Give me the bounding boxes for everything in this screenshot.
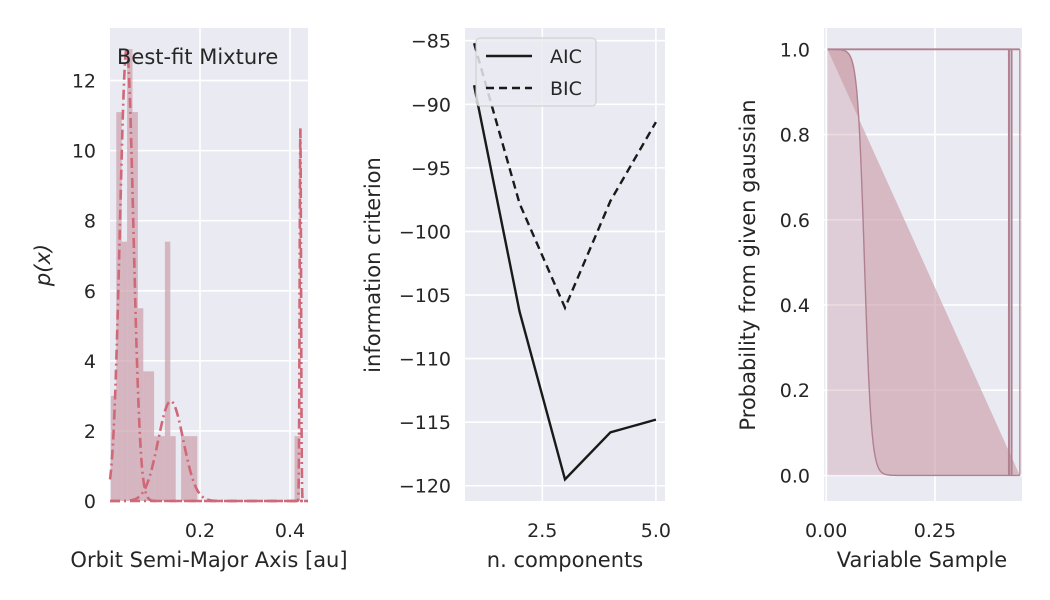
histogram-bar	[294, 436, 300, 501]
histogram-bar	[116, 112, 122, 501]
panel-information-criterion: 2.5 5.0 −85 −90 −95 −100 −105 −110 −115 −120 AIC…	[361, 28, 671, 572]
y-tick-label: 0.0	[780, 465, 810, 487]
series-line-aic	[472, 84, 657, 482]
y-tick-label: 0.4	[780, 295, 810, 317]
histogram-bar	[191, 436, 198, 501]
panel-1-y-ticks: 0 2 4 6 8 10 12	[72, 71, 96, 513]
panel-1-x-axis-label: Orbit Semi-Major Axis [au]	[70, 548, 347, 572]
y-tick-label: −110	[399, 349, 451, 371]
panel-2-series-lines	[472, 42, 657, 482]
probability-area-1	[827, 49, 1020, 476]
y-tick-label: 6	[84, 281, 96, 303]
histogram-bar	[148, 371, 155, 501]
histogram-bar	[127, 49, 133, 502]
histogram-bar	[137, 308, 144, 501]
x-tick-label: 5.0	[641, 520, 671, 542]
component-curve	[110, 128, 308, 503]
panel-1-x-ticks: 0.2 0.4	[185, 520, 305, 542]
x-tick-label: 0.00	[805, 520, 847, 542]
y-tick-label: 2	[84, 421, 96, 443]
x-tick-label: 0.4	[275, 520, 305, 542]
y-tick-label: 12	[72, 71, 96, 93]
probability-curve	[827, 48, 1020, 477]
panel-3-x-ticks: 0.00 0.25	[805, 520, 956, 542]
panel-2-x-axis-label: n. components	[487, 548, 643, 572]
histogram-bar	[121, 241, 128, 501]
histogram-bar	[154, 436, 160, 501]
y-tick-label: 0.8	[780, 125, 810, 147]
panel-1-component-curves	[108, 46, 308, 503]
probability-area-2	[827, 49, 1020, 476]
y-tick-label: 8	[84, 211, 96, 233]
legend-aic-label: AIC	[550, 46, 582, 68]
y-tick-label: −105	[399, 285, 451, 307]
panel-2-y-axis-label: information criterion	[361, 157, 385, 373]
legend-bic-label: BIC	[550, 78, 582, 100]
x-tick-label: 0.2	[185, 520, 215, 542]
panel-2-y-ticks: −85 −90 −95 −100 −105 −110 −115 −120	[399, 31, 451, 498]
panel-mixture: 0.2 0.4 0 2 4 6 8 10 12 Best-fit Mixture Orbit …	[31, 28, 348, 572]
y-tick-label: 0.6	[780, 210, 810, 232]
y-tick-label: −100	[399, 221, 451, 243]
histogram-bar	[159, 436, 165, 501]
histogram-bar	[170, 436, 176, 501]
x-tick-label: 2.5	[527, 520, 557, 542]
y-tick-label: −115	[399, 412, 451, 434]
panel-3-y-ticks: 0.0 0.2 0.4 0.6 0.8 1.0	[780, 39, 810, 487]
histogram-bar	[110, 395, 117, 501]
y-tick-label: 0.2	[780, 380, 810, 402]
y-tick-label: 10	[72, 141, 96, 163]
y-tick-label: −85	[411, 31, 451, 53]
histogram-bar	[164, 241, 171, 501]
histogram-bar	[143, 371, 149, 501]
panel-3-y-axis-label: Probability from given gaussian	[736, 99, 760, 430]
panel-1-y-axis-label: p(x)	[31, 244, 55, 287]
panel-1-annotation: Best-fit Mixture	[117, 45, 278, 69]
y-tick-label: −120	[399, 476, 451, 498]
panel-2-x-ticks: 2.5 5.0	[527, 520, 671, 542]
y-tick-label: 1.0	[780, 39, 810, 61]
panel-probability: 0.00 0.25 0.0 0.2 0.4 0.6 0.8 1.0 Variable Sam…	[736, 28, 1022, 572]
y-tick-label: 0	[84, 491, 96, 513]
y-tick-label: −95	[411, 158, 451, 180]
y-tick-label: −90	[411, 94, 451, 116]
y-tick-label: 4	[84, 351, 96, 373]
panel-3-x-axis-label: Variable Sample	[837, 548, 1007, 572]
panel-3-probability-areas	[827, 48, 1021, 477]
panel-2-legend: AIC BIC	[475, 37, 597, 107]
x-tick-label: 0.25	[914, 520, 956, 542]
series-line-bic	[472, 42, 657, 311]
histogram-bar	[181, 436, 187, 501]
